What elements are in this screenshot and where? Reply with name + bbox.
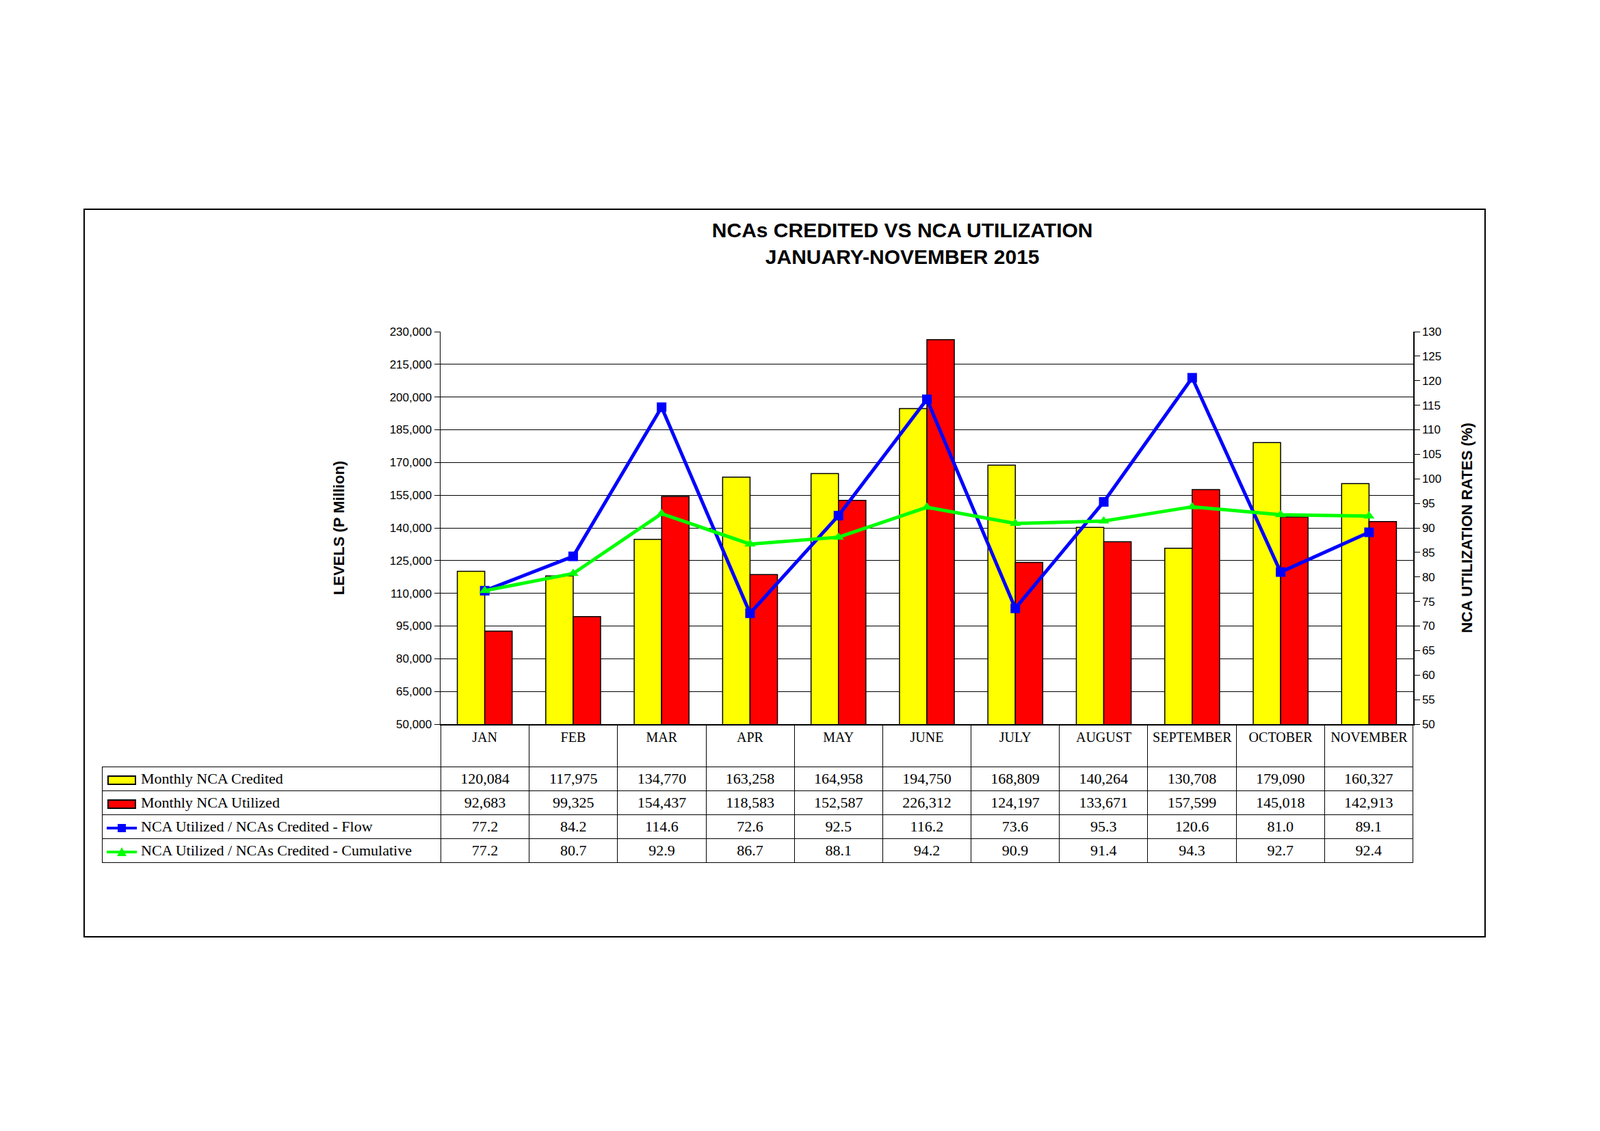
html-text:92.4: 92.4 bbox=[1355, 842, 1382, 860]
svg-text:100: 100 bbox=[1422, 472, 1442, 486]
html-text:Monthly NCA Utilized: Monthly NCA Utilized bbox=[140, 794, 280, 812]
svg-text:95: 95 bbox=[1422, 497, 1436, 511]
svg-text:125: 125 bbox=[1422, 350, 1442, 364]
html-text:91.4: 91.4 bbox=[1090, 842, 1117, 860]
svg-text:85: 85 bbox=[1422, 546, 1436, 560]
svg-text:APR: APR bbox=[736, 729, 765, 745]
html-text:157,599: 157,599 bbox=[1167, 794, 1217, 812]
html-text:94.2: 94.2 bbox=[913, 842, 941, 860]
html-text:80.7: 80.7 bbox=[560, 842, 587, 860]
svg-text:130: 130 bbox=[1422, 325, 1442, 339]
html-text:NCA Utilized / NCAs Credited -: NCA Utilized / NCAs Credited - Cumulativ… bbox=[140, 842, 412, 860]
svg-text:JAN: JAN bbox=[471, 729, 498, 745]
svg-text:MAY: MAY bbox=[822, 729, 854, 745]
svg-text:JUNE: JUNE bbox=[910, 729, 944, 745]
svg-text:170,000: 170,000 bbox=[389, 456, 432, 470]
html-text:160,327: 160,327 bbox=[1344, 770, 1394, 788]
html-text:92,683: 92,683 bbox=[464, 794, 506, 812]
html-text:120.6: 120.6 bbox=[1174, 818, 1209, 836]
svg-text:95,000: 95,000 bbox=[396, 619, 432, 633]
html-text:81.0: 81.0 bbox=[1267, 818, 1294, 836]
html-text:Monthly NCA Credited: Monthly NCA Credited bbox=[140, 770, 284, 788]
svg-text:140,000: 140,000 bbox=[389, 521, 432, 535]
html-text:NCA Utilized / NCAs Credited -: NCA Utilized / NCAs Credited - Flow bbox=[140, 818, 373, 836]
svg-text:LEVELS (P Million): LEVELS (P Million) bbox=[330, 461, 348, 596]
svg-text:120: 120 bbox=[1422, 374, 1442, 388]
html-text:95.3: 95.3 bbox=[1090, 818, 1117, 836]
html-text:134,770: 134,770 bbox=[637, 770, 687, 788]
html-text:163,258: 163,258 bbox=[725, 770, 775, 788]
html-text:89.1: 89.1 bbox=[1355, 818, 1382, 836]
html-text:120,084: 120,084 bbox=[460, 770, 510, 788]
svg-text:65: 65 bbox=[1422, 644, 1436, 658]
html-text:140,264: 140,264 bbox=[1079, 770, 1129, 788]
html-text:92.5: 92.5 bbox=[825, 818, 852, 836]
svg-text:50,000: 50,000 bbox=[396, 718, 432, 732]
html-text:118,583: 118,583 bbox=[725, 794, 775, 812]
html-text:179,090: 179,090 bbox=[1255, 770, 1305, 788]
html-text:77.2: 77.2 bbox=[471, 818, 499, 836]
svg-text:NOVEMBER: NOVEMBER bbox=[1330, 729, 1408, 745]
html-text:99,325: 99,325 bbox=[552, 794, 595, 812]
svg-text:JULY: JULY bbox=[999, 729, 1032, 745]
svg-text:185,000: 185,000 bbox=[389, 423, 432, 437]
html-text:168,809: 168,809 bbox=[990, 770, 1040, 788]
svg-text:115: 115 bbox=[1422, 399, 1441, 413]
html-text:73.6: 73.6 bbox=[1002, 818, 1029, 836]
html-text:94.3: 94.3 bbox=[1178, 842, 1206, 860]
svg-text:90: 90 bbox=[1422, 521, 1436, 535]
svg-text:80: 80 bbox=[1422, 571, 1436, 585]
html-text:72.6: 72.6 bbox=[736, 818, 764, 836]
svg-text:105: 105 bbox=[1422, 448, 1442, 462]
html-text:142,913: 142,913 bbox=[1344, 794, 1394, 812]
svg-text:110: 110 bbox=[1422, 423, 1441, 437]
html-text:117,975: 117,975 bbox=[549, 770, 598, 788]
html-text:130,708: 130,708 bbox=[1167, 770, 1217, 788]
svg-text:NCAs CREDITED VS NCA UTILIZATI: NCAs CREDITED VS NCA UTILIZATIONJANUARY-… bbox=[712, 218, 1094, 269]
html-text:86.7: 86.7 bbox=[736, 842, 764, 860]
svg-text:FEB: FEB bbox=[560, 729, 587, 745]
svg-text:215,000: 215,000 bbox=[389, 358, 432, 372]
html-text:116.2: 116.2 bbox=[910, 818, 944, 836]
html-text:84.2: 84.2 bbox=[560, 818, 587, 836]
html-text:92.9: 92.9 bbox=[648, 842, 675, 860]
html-text:92.7: 92.7 bbox=[1267, 842, 1294, 860]
html-text:90.9: 90.9 bbox=[1002, 842, 1029, 860]
html-text:114.6: 114.6 bbox=[645, 818, 679, 836]
html-text:152,587: 152,587 bbox=[814, 794, 863, 812]
html-text:77.2: 77.2 bbox=[471, 842, 499, 860]
svg-text:155,000: 155,000 bbox=[389, 489, 432, 503]
html-text:145,018: 145,018 bbox=[1255, 794, 1305, 812]
svg-text:230,000: 230,000 bbox=[389, 325, 432, 339]
html-text:194,750: 194,750 bbox=[902, 770, 952, 788]
svg-text:65,000: 65,000 bbox=[396, 685, 432, 699]
svg-text:50: 50 bbox=[1422, 718, 1436, 732]
svg-text:125,000: 125,000 bbox=[389, 554, 432, 568]
svg-text:70: 70 bbox=[1422, 619, 1436, 633]
svg-text:60: 60 bbox=[1422, 669, 1436, 683]
html-text:154,437: 154,437 bbox=[637, 794, 687, 812]
svg-text:200,000: 200,000 bbox=[389, 391, 432, 405]
svg-text:NCA UTILIZATION RATES (%): NCA UTILIZATION RATES (%) bbox=[1458, 422, 1476, 634]
svg-text:MAR: MAR bbox=[645, 729, 678, 745]
html-text:164,958: 164,958 bbox=[814, 770, 863, 788]
svg-text:OCTOBER: OCTOBER bbox=[1249, 729, 1314, 745]
svg-text:SEPTEMBER: SEPTEMBER bbox=[1152, 729, 1232, 745]
svg-text:110,000: 110,000 bbox=[390, 587, 432, 601]
svg-text:80,000: 80,000 bbox=[396, 652, 432, 666]
html-text:226,312: 226,312 bbox=[902, 794, 952, 812]
svg-text:55: 55 bbox=[1422, 693, 1436, 707]
svg-text:AUGUST: AUGUST bbox=[1076, 729, 1132, 745]
svg-text:75: 75 bbox=[1422, 595, 1436, 609]
html-text:124,197: 124,197 bbox=[990, 794, 1040, 812]
html-text:88.1: 88.1 bbox=[825, 842, 852, 860]
html-text:133,671: 133,671 bbox=[1079, 794, 1129, 812]
